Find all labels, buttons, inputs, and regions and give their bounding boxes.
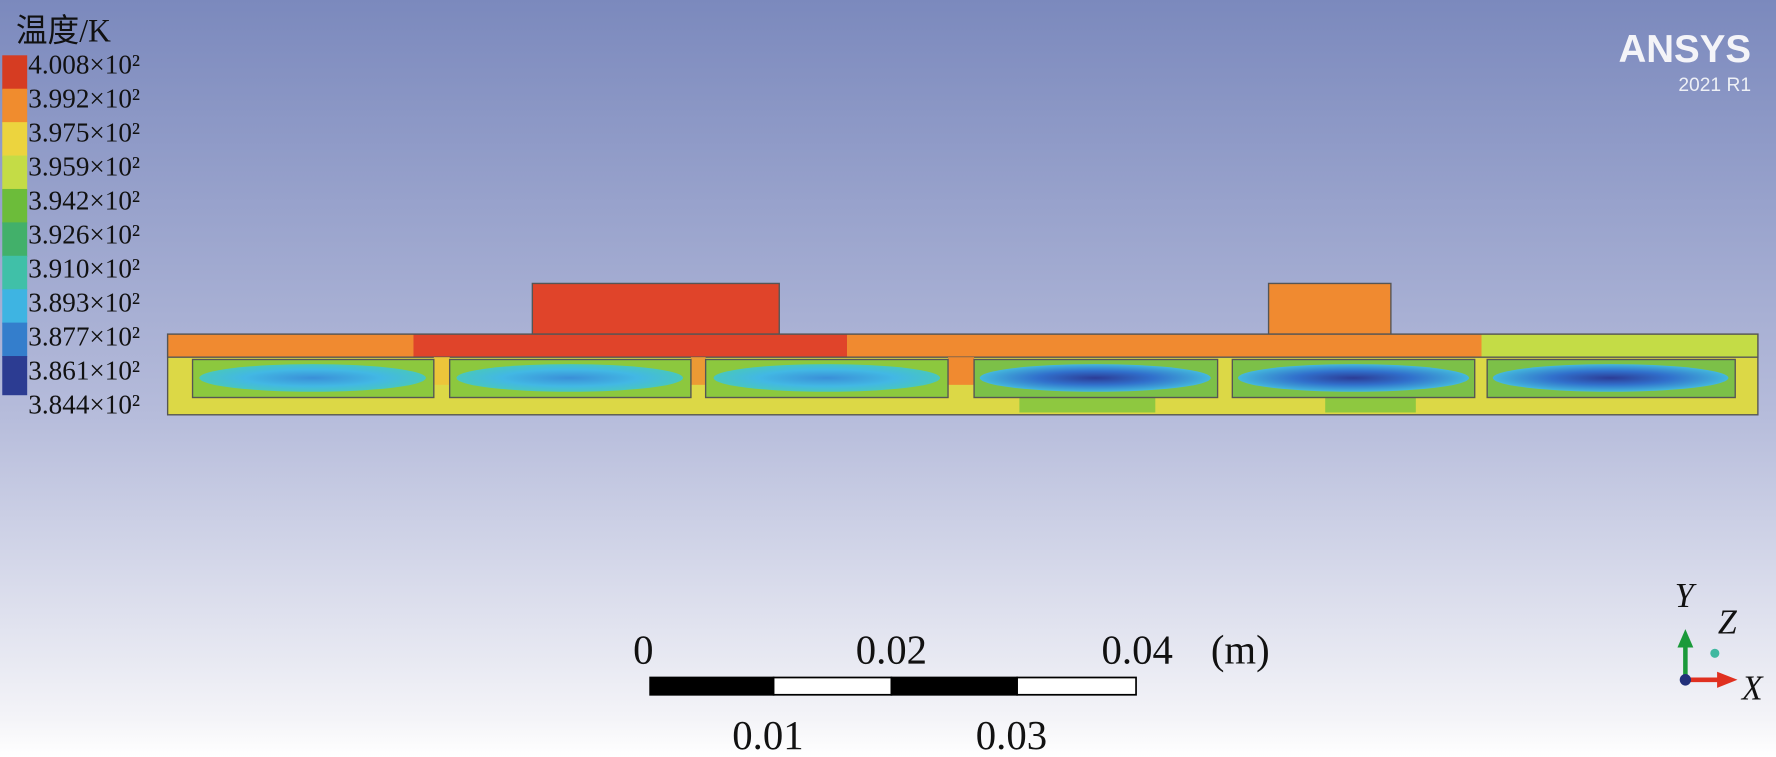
triad-y: Y [1675,577,1698,615]
legend-label: 3.975×10² [28,118,140,148]
legend-label: 3.926×10² [28,219,140,249]
scale-label: 0.04 [1102,626,1173,672]
logo-name: ANSYS [1618,28,1751,71]
legend-label: 3.910×10² [28,253,140,283]
scale-label: 0 [633,626,653,672]
triad-x: X [1740,669,1765,707]
triad-z: Z [1718,603,1738,641]
axis-triad [1677,629,1738,688]
legend-label: 3.877×10² [28,321,140,351]
legend-label: 3.992×10² [28,84,140,114]
chip-small [1267,282,1392,335]
legend-label: 3.861×10² [28,355,140,385]
scale-label: 0.03 [976,712,1047,757]
legend-label: 3.942×10² [28,185,140,215]
scale-label: 0.02 [856,626,927,672]
scale-bar [649,676,1137,696]
chip-large [531,282,780,335]
legend-label: 3.959×10² [28,152,140,182]
legend-title: 温度/K [16,13,111,48]
scale-label: 0.01 [732,712,803,757]
legend-label: 4.008×10² [28,50,140,80]
legend-label: 3.844×10² [28,389,140,419]
colorbar [2,55,28,396]
legend-label: 3.893×10² [28,287,140,317]
model [166,282,1759,416]
logo-version: 2021 R1 [1678,74,1751,96]
scale-unit: (m) [1211,626,1270,673]
